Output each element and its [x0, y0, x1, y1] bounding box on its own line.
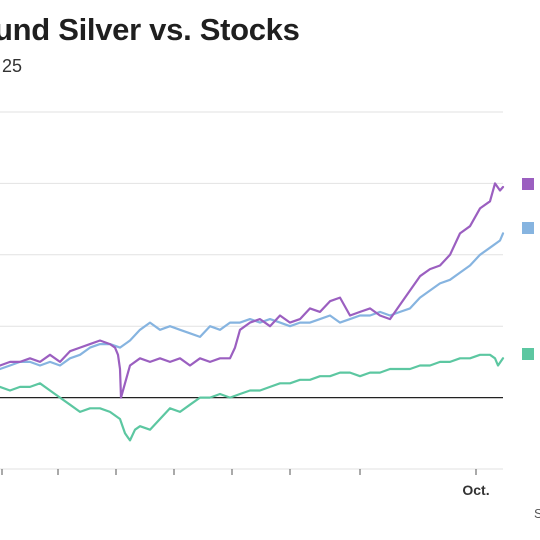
chart-subtitle: 25 — [2, 56, 23, 76]
source-note: S — [534, 506, 540, 521]
x-axis: Oct. — [1, 469, 490, 498]
series-lines — [0, 182, 505, 442]
legend-swatch-2 — [522, 348, 534, 360]
series-line-2 — [0, 353, 505, 442]
gridlines — [0, 111, 503, 470]
series-line-0 — [0, 182, 505, 399]
legend-swatch-0 — [522, 178, 534, 190]
x-tick-label: Oct. — [462, 482, 489, 498]
legend — [522, 178, 534, 360]
chart-title: und Silver vs. Stocks — [0, 12, 300, 47]
legend-swatch-1 — [522, 222, 534, 234]
